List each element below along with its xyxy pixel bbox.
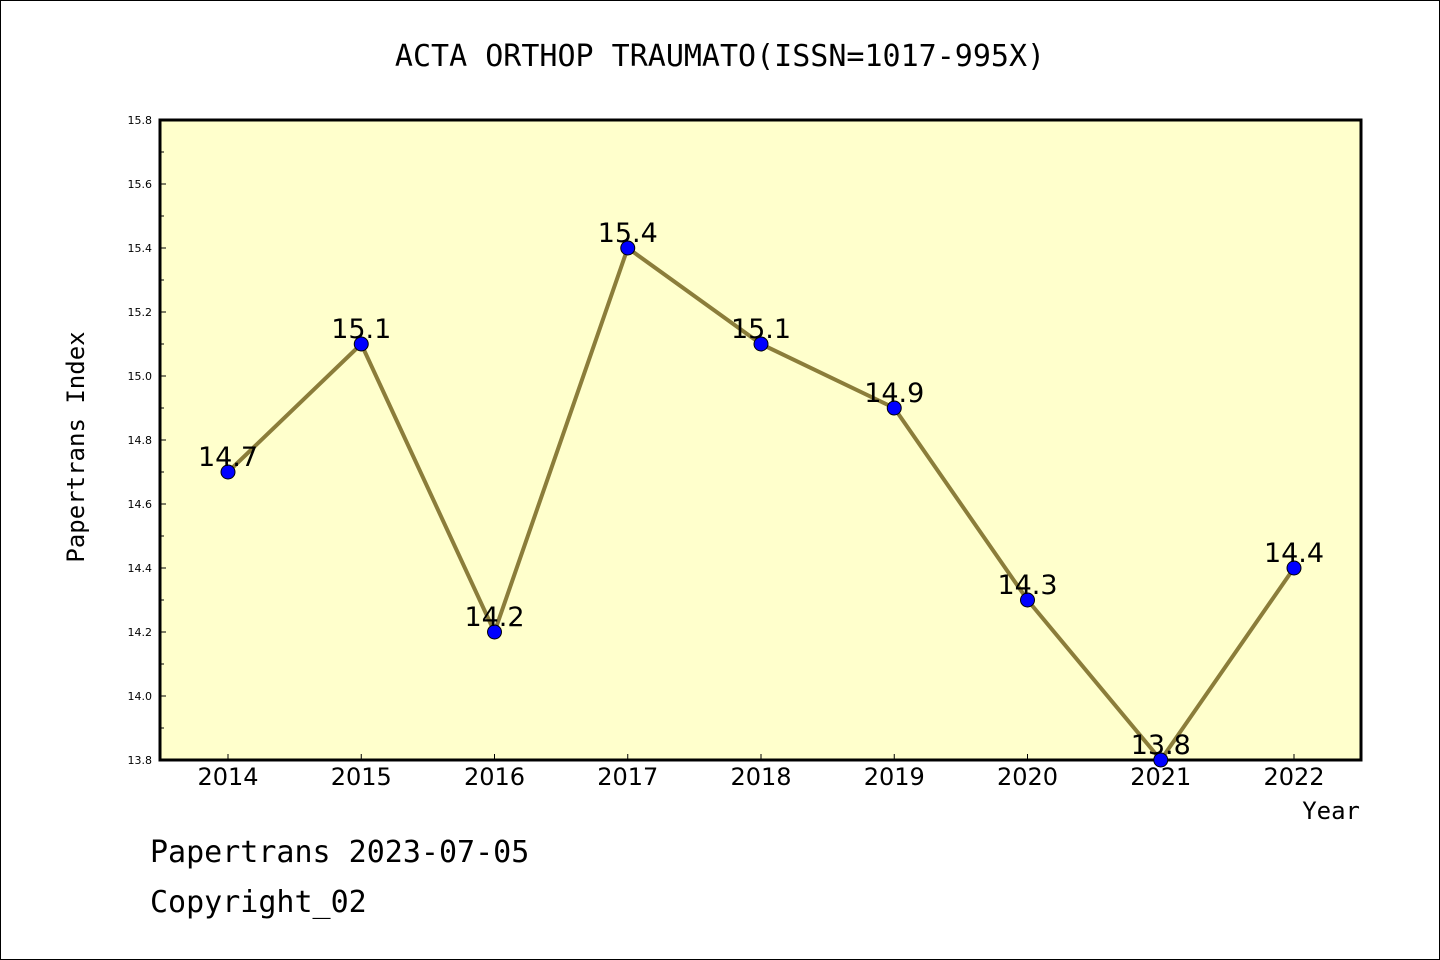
chart-title: ACTA ORTHOP TRAUMATO(ISSN=1017-995X)	[395, 39, 1045, 74]
y-tick-label: 15.2	[128, 306, 153, 319]
x-tick-label: 2018	[730, 763, 791, 791]
y-tick-label: 15.8	[128, 114, 153, 127]
y-tick-label: 14.8	[128, 434, 153, 447]
data-point	[620, 240, 636, 256]
data-point	[487, 624, 502, 640]
data-label: 14.9	[864, 378, 924, 409]
data-label: 14.2	[464, 602, 524, 633]
data-point	[220, 464, 236, 480]
x-tick-label: 2020	[997, 763, 1058, 791]
y-tick-label: 13.8	[128, 754, 153, 767]
y-tick-label: 15.4	[128, 242, 153, 255]
y-tick-label: 14.0	[128, 690, 153, 703]
x-axis-label: Year	[1302, 797, 1360, 825]
y-tick-label: 14.4	[128, 562, 153, 575]
data-labels: 14.7 15.1 14.2 15.4 15.1 14.9 14.3 13.8 14.4	[198, 218, 1324, 761]
data-point	[1286, 560, 1302, 576]
data-label: 14.7	[198, 442, 258, 473]
data-point	[353, 336, 369, 352]
data-label: 14.3	[997, 570, 1057, 601]
x-tick-label: 2015	[331, 763, 392, 791]
plot-area	[158, 118, 1363, 762]
data-point	[753, 336, 769, 352]
data-point	[1153, 752, 1169, 768]
y-tick-label: 15.6	[128, 178, 153, 191]
y-tick-label: 14.2	[128, 626, 153, 639]
x-axis: 2014 2015 2016 2017 2018 2019 2020 2021 2022	[197, 754, 1325, 791]
y-axis-label: Papertrans Index	[62, 331, 90, 562]
series-line	[220, 240, 1302, 768]
data-point	[1020, 592, 1035, 608]
x-tick-label: 2014	[197, 763, 258, 791]
y-tick-label: 14.6	[128, 498, 153, 511]
y-axis: 13.8 14.0 14.2 14.4 14.6 14.8 15.0 15.2 15.4 15.6…	[128, 114, 166, 767]
x-tick-label: 2022	[1263, 763, 1324, 791]
x-tick-label: 2016	[464, 763, 525, 791]
y-tick-label: 15.0	[128, 370, 153, 383]
data-label: 15.1	[731, 314, 791, 345]
footer-date: Papertrans 2023-07-05	[150, 835, 530, 870]
footer-copyright: Copyright_02	[150, 885, 367, 920]
x-tick-label: 2017	[597, 763, 658, 791]
data-point	[886, 400, 902, 416]
x-tick-label: 2021	[1130, 763, 1191, 791]
data-label: 15.4	[598, 218, 658, 249]
data-label: 13.8	[1131, 730, 1191, 761]
data-label: 15.1	[331, 314, 391, 345]
x-tick-label: 2019	[864, 763, 925, 791]
data-label: 14.4	[1264, 538, 1324, 569]
